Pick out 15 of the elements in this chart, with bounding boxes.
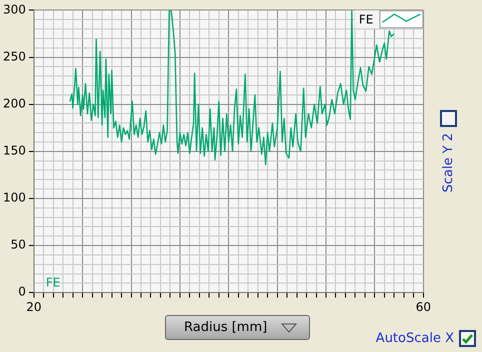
x-tick-label: 60 <box>416 300 432 314</box>
x-axis-title: Radius [mm] <box>184 320 268 335</box>
y-tick-label: 150 <box>3 144 26 158</box>
y-tick-label: 0 <box>18 284 26 299</box>
y-tick-label: 250 <box>3 49 26 64</box>
x-tick-label: 20 <box>26 300 42 314</box>
legend-label: FE <box>358 12 374 26</box>
text: Scale Y 2 <box>440 133 456 192</box>
y-tick-label: 50 <box>10 238 26 252</box>
y-tick-label: 100 <box>3 190 26 205</box>
y-tick-label: 200 <box>3 96 26 110</box>
annotation: FE <box>46 276 60 290</box>
y-tick-label: 300 <box>3 2 26 16</box>
axis-button: Radius [mm] <box>165 315 310 340</box>
text: AutoScale X <box>376 331 454 346</box>
